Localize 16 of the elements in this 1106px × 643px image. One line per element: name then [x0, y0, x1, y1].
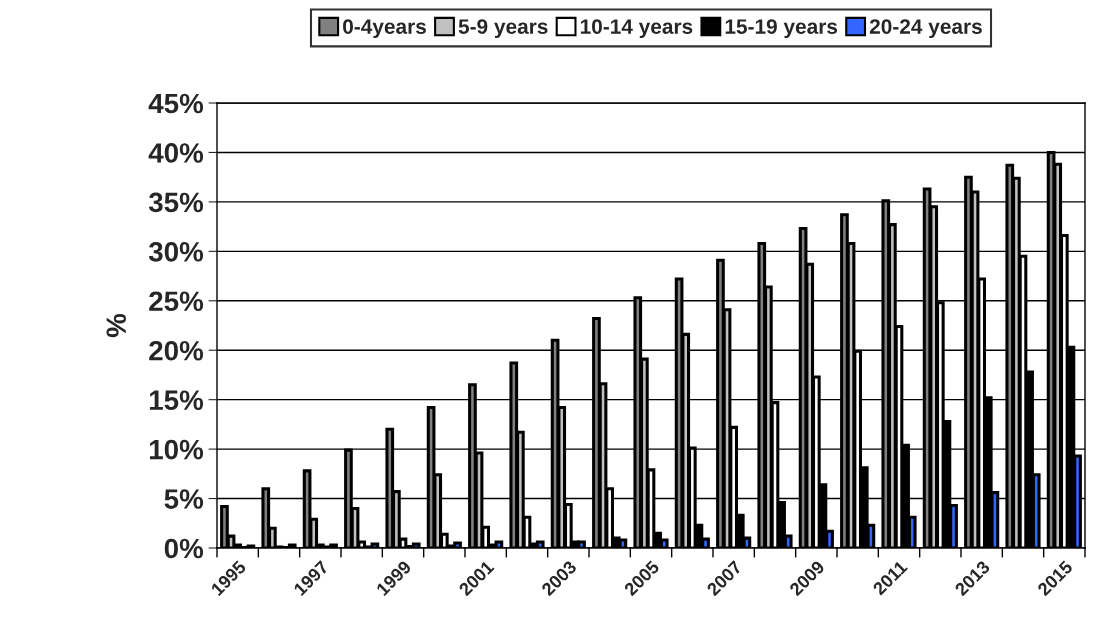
- y-tick-label: 15%: [149, 390, 204, 411]
- y-tick-label: 20%: [149, 340, 204, 361]
- y-tick-label: 35%: [148, 192, 204, 213]
- y-tick-label: 45%: [148, 93, 204, 114]
- legend-label: 15-19 years: [725, 19, 838, 39]
- legend-label: 20-24 years: [869, 19, 982, 39]
- legend-label: 0-4years: [343, 19, 426, 39]
- y-axis-title: %: [106, 313, 126, 338]
- legend-label: 5-9 years: [458, 19, 548, 39]
- y-tick-label: 30%: [148, 242, 204, 262]
- y-tick-label: 40%: [148, 143, 204, 163]
- y-tick-label: 5%: [164, 489, 204, 509]
- y-tick-label: 0%: [164, 538, 204, 559]
- legend-label: 10-14 years: [580, 19, 693, 39]
- y-tick-label: 10%: [149, 439, 204, 460]
- y-tick-label: 25%: [149, 291, 204, 312]
